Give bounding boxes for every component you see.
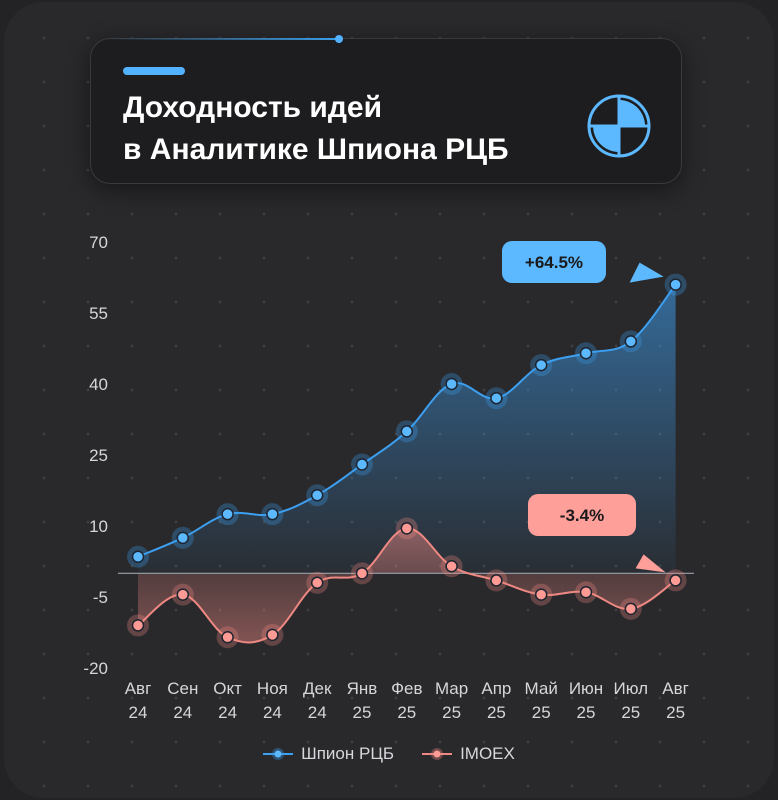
- data-point-imoex: [176, 588, 190, 601]
- x-tick-year: 25: [442, 703, 461, 722]
- y-tick-label: 55: [89, 304, 108, 323]
- header-accent-dot: [335, 35, 343, 43]
- x-tick-year: 25: [577, 703, 596, 722]
- data-point-imoex: [266, 628, 279, 642]
- x-tick-month: Июн: [569, 679, 603, 698]
- x-tick-month: Июл: [614, 679, 649, 698]
- callout-box-imoex: [528, 494, 636, 536]
- title-line-1: Доходность идей: [123, 91, 383, 124]
- x-tick-year: 24: [263, 703, 282, 722]
- callout-arrow-icon: [629, 262, 664, 283]
- x-tick-year: 24: [129, 703, 148, 722]
- callout-label-imoex: -3.4%: [560, 506, 604, 525]
- callout-arrow-icon: [635, 554, 666, 573]
- x-tick-month: Дек: [303, 679, 332, 698]
- data-point-imoex: [490, 574, 503, 587]
- data-point-spy: [579, 346, 593, 360]
- data-point-imoex: [579, 586, 593, 599]
- x-tick-year: 25: [621, 703, 640, 722]
- title-accent-bar: [123, 67, 185, 75]
- data-point-imoex: [131, 619, 145, 632]
- y-tick-label: 10: [89, 517, 108, 536]
- y-tick-label: -5: [93, 588, 108, 607]
- x-tick-year: 25: [397, 703, 416, 722]
- legend-marker-imoex-icon: [422, 748, 453, 760]
- x-tick-month: Май: [525, 679, 558, 698]
- data-point-imoex: [310, 576, 324, 590]
- x-tick-month: Окт: [213, 679, 242, 698]
- x-tick-year: 25: [666, 703, 685, 722]
- x-tick-month: Ноя: [257, 679, 288, 698]
- data-point-imoex: [221, 630, 234, 644]
- legend-label-imoex: IMOEX: [460, 744, 515, 763]
- page-title: Доходность идей в Аналитике Шпиона РЦБ: [123, 87, 563, 171]
- crosshair-logo-icon: [587, 94, 651, 158]
- data-point-spy: [355, 458, 369, 471]
- y-tick-label: 25: [89, 446, 108, 465]
- data-point-spy: [534, 358, 548, 372]
- header-panel: Доходность идей в Аналитике Шпиона РЦБ: [90, 35, 682, 184]
- callout-box-spy: [502, 241, 606, 283]
- data-point-imoex: [445, 559, 458, 573]
- data-point-spy: [669, 278, 682, 291]
- y-tick-label: -20: [83, 659, 108, 678]
- title-line-2: в Аналитике Шпиона РЦБ: [123, 133, 509, 166]
- legend-item-spy: Шпион РЦБ: [263, 744, 394, 764]
- x-tick-month: Авг: [662, 679, 689, 698]
- x-tick-month: Авг: [125, 679, 152, 698]
- data-point-spy: [490, 391, 503, 405]
- chart-legend: Шпион РЦБ IMOEX: [0, 744, 778, 764]
- y-tick-label: 40: [89, 375, 108, 394]
- x-tick-year: 24: [173, 703, 192, 722]
- data-point-imoex: [400, 522, 414, 535]
- x-tick-month: Фев: [391, 679, 422, 698]
- callout-label-spy: +64.5%: [525, 253, 583, 272]
- x-tick-year: 24: [308, 703, 327, 722]
- data-point-imoex: [669, 574, 682, 587]
- data-point-imoex: [624, 602, 638, 616]
- data-point-spy: [176, 531, 190, 545]
- data-point-spy: [131, 550, 145, 564]
- callout-imoex: -3.4%: [528, 494, 666, 573]
- area-imoex-positive: [138, 528, 676, 574]
- data-point-spy: [266, 507, 279, 521]
- data-point-imoex: [355, 567, 369, 580]
- x-tick-year: 25: [532, 703, 551, 722]
- legend-label-spy: Шпион РЦБ: [301, 744, 395, 763]
- x-tick-year: 24: [218, 703, 237, 722]
- y-tick-label: 70: [89, 233, 108, 252]
- x-tick-month: Апр: [481, 679, 511, 698]
- x-tick-year: 25: [353, 703, 372, 722]
- data-point-spy: [400, 425, 414, 438]
- data-point-spy: [221, 507, 234, 521]
- data-point-imoex: [534, 588, 548, 601]
- header-accent-line: [107, 38, 339, 40]
- data-point-spy: [445, 377, 458, 391]
- x-tick-month: Мар: [435, 679, 468, 698]
- data-point-spy: [624, 335, 638, 348]
- x-tick-month: Сен: [167, 679, 198, 698]
- legend-item-imoex: IMOEX: [422, 744, 515, 764]
- x-tick-month: Янв: [347, 679, 378, 698]
- x-tick-year: 25: [487, 703, 506, 722]
- callout-spy: +64.5%: [502, 241, 664, 283]
- legend-marker-spy-icon: [263, 748, 294, 760]
- data-point-spy: [310, 488, 324, 502]
